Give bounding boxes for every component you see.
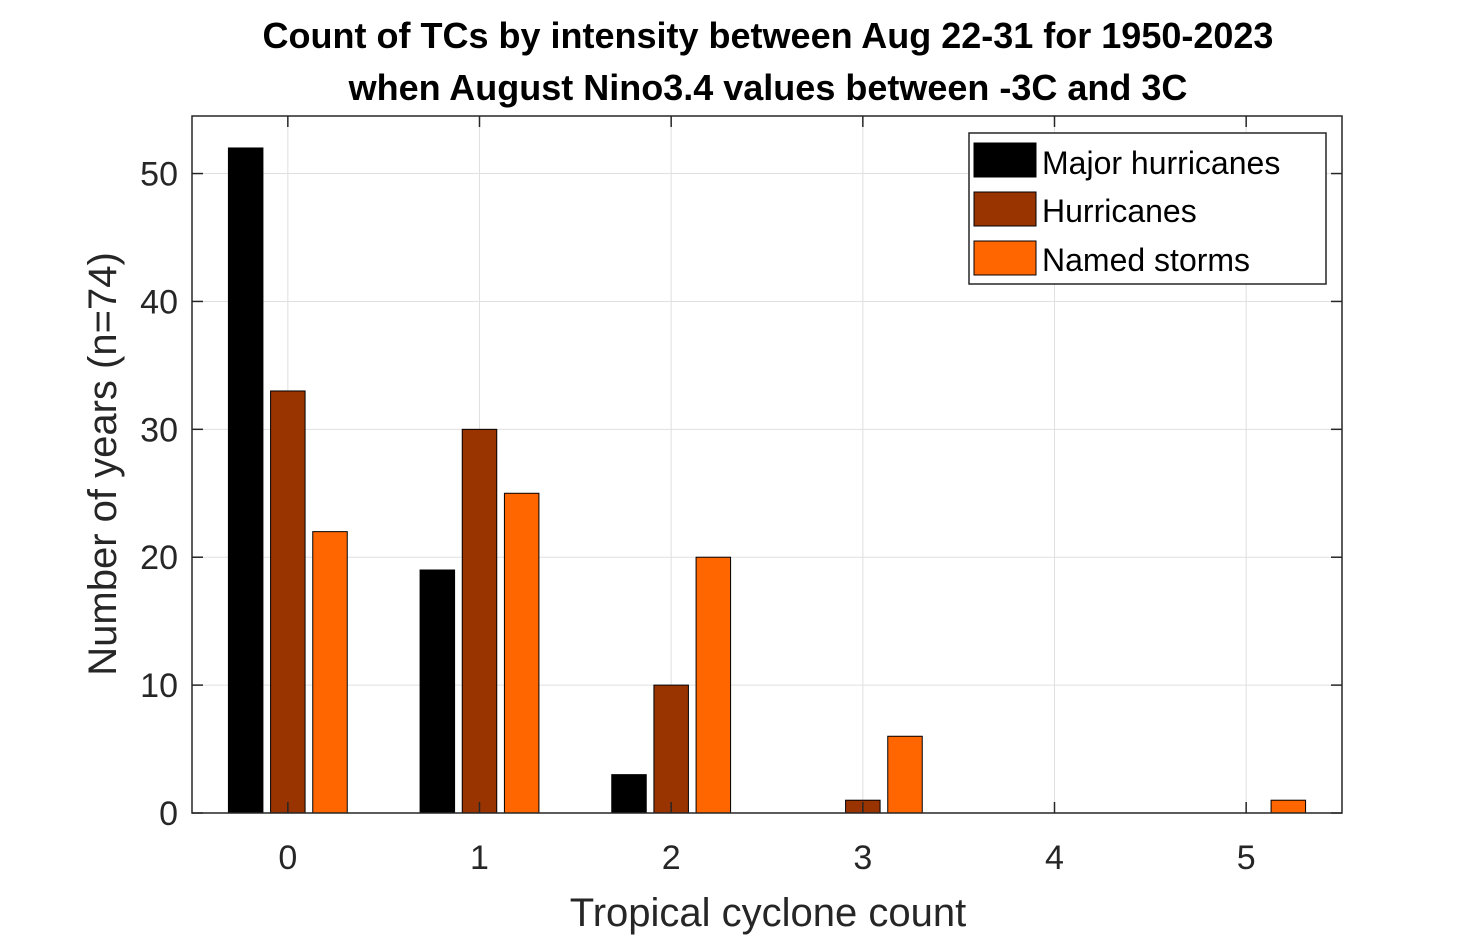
y-tick-label: 0 [159,795,178,833]
x-tick-label: 5 [1237,839,1256,877]
y-tick-label: 30 [140,411,178,449]
x-tick-label: 1 [470,839,489,877]
legend-label-hurricanes: Hurricanes [1042,193,1197,229]
legend-label-named-storms: Named storms [1042,242,1250,278]
bar-major-hurricanes-1 [419,569,456,814]
y-axis-label: Number of years (n=74) [81,252,125,676]
legend: Major hurricanes Hurricanes Named storms [968,132,1327,285]
plot-frame [191,115,1343,814]
x-tick-label: 4 [1045,839,1064,877]
bar-hurricanes-0 [270,390,306,814]
bar-major-hurricanes-0 [227,147,264,814]
chart-title-line-1: Count of TCs by intensity between Aug 22… [263,15,1274,56]
y-tick-label: 20 [140,539,178,577]
legend-swatch-named-storms [973,240,1037,276]
legend-swatch-major-hurricanes [973,142,1037,178]
bar-named-storms-2 [695,556,732,814]
bar-hurricanes-1 [461,428,498,814]
bars [227,147,1307,814]
bar-named-storms-0 [312,531,348,814]
chart-title-line-2: when August Nino3.4 values between -3C a… [348,67,1188,108]
x-tick-label: 3 [853,839,872,877]
bar-named-storms-3 [887,735,923,814]
bar-named-storms-1 [503,492,540,814]
bar-hurricanes-2 [653,684,689,814]
x-tick-label: 2 [662,839,681,877]
bar-named-storms-5 [1270,799,1307,814]
bar-major-hurricanes-2 [611,774,647,814]
x-tick-label: 0 [278,839,297,877]
legend-swatch-hurricanes [973,191,1037,227]
y-tick-label: 10 [140,667,178,705]
y-tick-label: 40 [140,283,178,321]
y-tick-label: 50 [140,156,178,194]
x-axis-label: Tropical cyclone count [570,891,966,935]
legend-label-major-hurricanes: Major hurricanes [1042,145,1280,181]
